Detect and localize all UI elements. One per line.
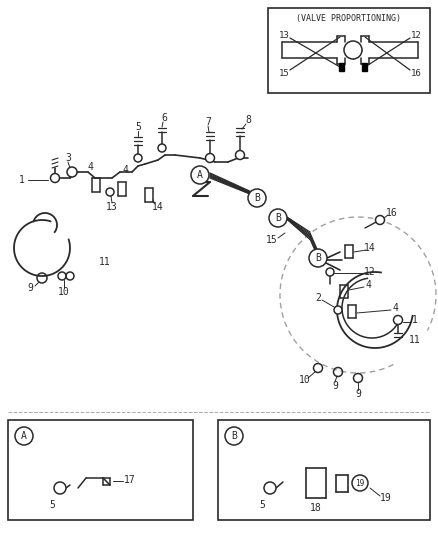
Circle shape	[344, 41, 362, 59]
Text: 2: 2	[315, 293, 321, 303]
Text: 5: 5	[49, 500, 55, 510]
Circle shape	[326, 268, 334, 276]
Text: B: B	[315, 253, 321, 263]
Text: 1: 1	[19, 175, 25, 185]
Text: 14: 14	[152, 202, 164, 212]
Text: 12: 12	[364, 267, 376, 277]
Text: 14: 14	[364, 243, 376, 253]
Text: 4: 4	[365, 280, 371, 290]
Text: 9: 9	[27, 283, 33, 293]
Text: (VALVE PROPORTIONING): (VALVE PROPORTIONING)	[297, 14, 402, 23]
Circle shape	[236, 150, 244, 159]
Text: B: B	[231, 431, 237, 441]
Text: 13: 13	[106, 202, 118, 212]
Text: 17: 17	[124, 475, 136, 485]
Circle shape	[67, 167, 77, 177]
Circle shape	[375, 215, 385, 224]
Text: 10: 10	[58, 287, 70, 297]
Text: 10: 10	[299, 375, 311, 385]
Text: 15: 15	[266, 235, 278, 245]
Bar	[218, 420, 430, 520]
Circle shape	[248, 189, 266, 207]
Circle shape	[309, 249, 327, 267]
Text: 6: 6	[161, 113, 167, 123]
Text: 13: 13	[279, 31, 290, 41]
Circle shape	[352, 475, 368, 491]
Text: 12: 12	[411, 31, 421, 41]
Circle shape	[269, 209, 287, 227]
Bar	[339, 63, 344, 71]
Circle shape	[158, 144, 166, 152]
Text: 7: 7	[205, 117, 211, 127]
Text: A: A	[197, 170, 203, 180]
Text: B: B	[254, 193, 260, 203]
Text: 9: 9	[332, 381, 338, 391]
Text: 4: 4	[122, 165, 128, 175]
Text: 19: 19	[355, 479, 364, 488]
Text: 11: 11	[99, 257, 111, 267]
Circle shape	[205, 154, 215, 163]
Bar	[268, 8, 430, 93]
Text: 18: 18	[310, 503, 322, 513]
Text: 16: 16	[386, 208, 398, 218]
Bar	[8, 420, 193, 520]
Text: 5: 5	[259, 500, 265, 510]
Text: 9: 9	[355, 389, 361, 399]
Text: 4: 4	[87, 162, 93, 172]
Circle shape	[264, 482, 276, 494]
Text: 19: 19	[380, 493, 392, 503]
Circle shape	[191, 166, 209, 184]
Text: 15: 15	[279, 69, 290, 78]
Text: 1: 1	[412, 315, 418, 325]
Circle shape	[225, 427, 243, 445]
Text: A: A	[21, 431, 27, 441]
Text: 8: 8	[245, 115, 251, 125]
Bar	[362, 63, 367, 71]
Text: 11: 11	[409, 335, 421, 345]
Text: B: B	[275, 213, 281, 223]
Circle shape	[15, 427, 33, 445]
Circle shape	[134, 154, 142, 162]
Circle shape	[50, 174, 60, 182]
Circle shape	[54, 482, 66, 494]
Circle shape	[106, 188, 114, 196]
Circle shape	[393, 316, 403, 325]
Text: 4: 4	[392, 303, 398, 313]
Text: 3: 3	[65, 153, 71, 163]
Text: 5: 5	[135, 122, 141, 132]
Circle shape	[334, 306, 342, 314]
Text: 16: 16	[411, 69, 421, 78]
